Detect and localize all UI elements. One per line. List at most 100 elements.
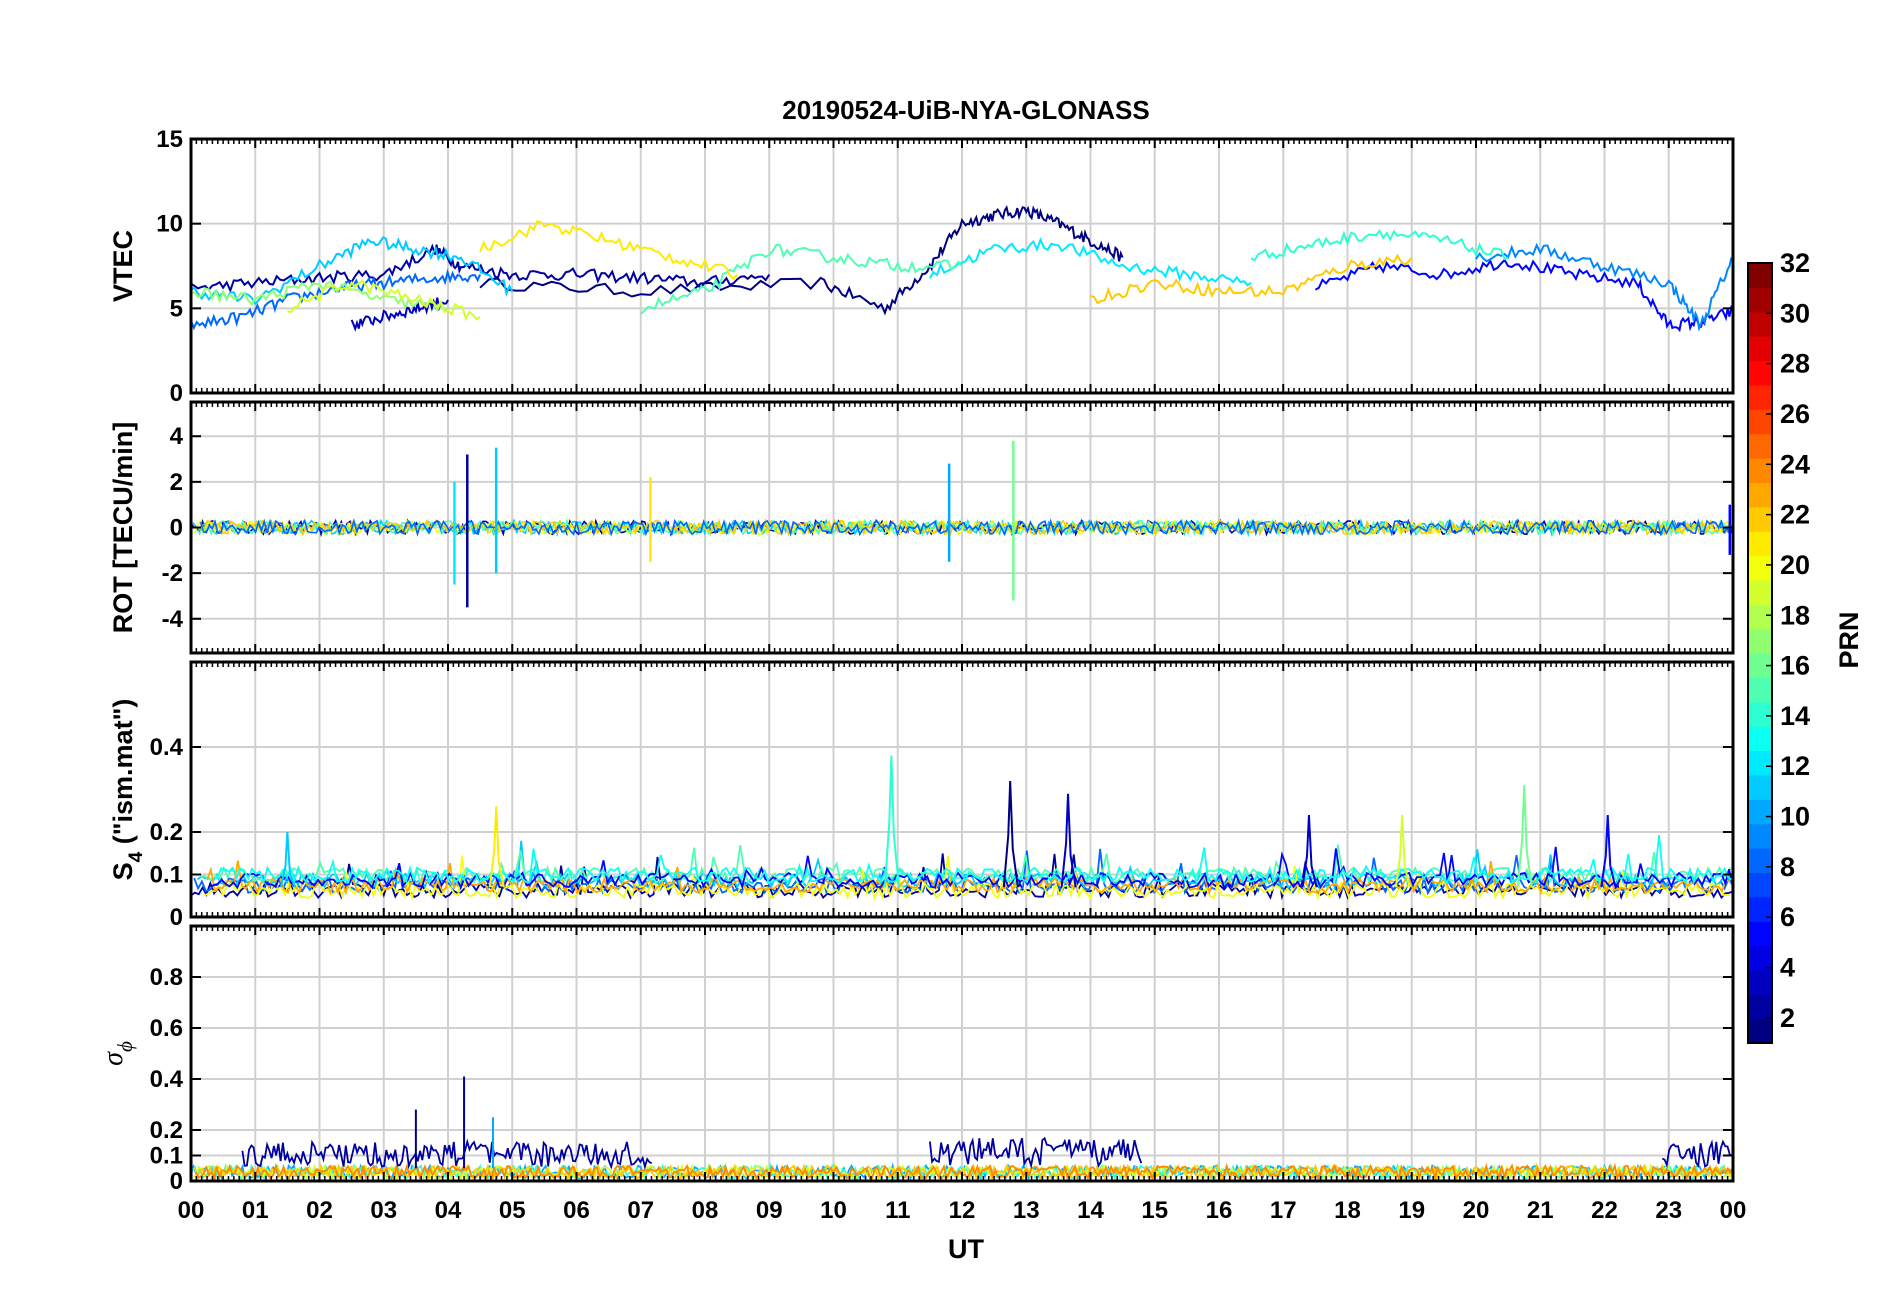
rot-ylabel: ROT [TECU/min] — [108, 422, 138, 633]
vtec-series-line — [479, 219, 738, 281]
x-tick-label: 20 — [1463, 1197, 1490, 1224]
colorbar-swatch — [1748, 677, 1772, 703]
colorbar-swatch — [1748, 1018, 1772, 1044]
x-axis-label: UT — [948, 1234, 984, 1264]
vtec-series-line — [479, 204, 1124, 316]
vtec-series-line — [1475, 242, 1734, 332]
y-tick-label: 0 — [170, 1168, 183, 1195]
colorbar-swatch — [1748, 531, 1772, 557]
panel-sigma-phi: 00.10.2 0.4 0.6 0.8 σϕ — [98, 924, 1735, 1195]
x-tick-label: 15 — [1141, 1197, 1168, 1224]
colorbar-tick-label: 32 — [1780, 248, 1810, 278]
y-tick-label: 0.1 — [150, 1143, 183, 1170]
x-tick-label: 00 — [178, 1197, 205, 1224]
y-tick-label: 0.1 — [150, 862, 183, 889]
vtec-series-line — [1090, 253, 1413, 305]
s4-series-line — [206, 860, 1731, 896]
x-tick-label: 06 — [563, 1197, 590, 1224]
sigma-series-line — [193, 1162, 1734, 1182]
x-tick-label: 16 — [1206, 1197, 1233, 1224]
colorbar-swatch — [1748, 945, 1772, 971]
colorbar-frame — [1747, 262, 1773, 1044]
x-tick-label: 04 — [435, 1197, 462, 1224]
colorbar-tick-label: 20 — [1780, 550, 1810, 580]
panel-s4: 0 0.1 0.2 0.4 S4 ("ism.mat") — [108, 660, 1735, 931]
s4-peak — [1516, 785, 1533, 888]
colorbar-tick-label: 24 — [1780, 449, 1810, 479]
y-tick-label: 0 — [170, 515, 183, 542]
colorbar-tick-label: 18 — [1780, 600, 1810, 630]
colorbar-swatch — [1748, 994, 1772, 1020]
colorbar-swatch — [1748, 969, 1772, 995]
colorbar-tick-label: 10 — [1780, 802, 1810, 832]
s4-series-line — [213, 835, 1733, 886]
colorbar-swatch — [1748, 263, 1772, 288]
vtec-series-line — [350, 297, 449, 332]
vtec-ylabel: VTEC — [108, 230, 138, 302]
panel-vtec: 0 5 10 15 VTEC — [108, 126, 1735, 407]
colorbar-label: PRN — [1834, 611, 1864, 668]
s4-peak — [1600, 814, 1617, 888]
x-tick-label: 08 — [692, 1197, 719, 1224]
x-tick-label: 05 — [499, 1197, 526, 1224]
y-tick-label: 0.4 — [150, 1066, 184, 1093]
colorbar-swatch — [1748, 579, 1772, 605]
sigma-ylabel: σϕ — [98, 1041, 137, 1066]
vtec-series-line — [190, 235, 514, 306]
x-tick-label: 12 — [949, 1197, 976, 1224]
x-tick-label: 00 — [1720, 1197, 1747, 1224]
colorbar-swatch — [1748, 896, 1772, 922]
sigma-series-line — [241, 1138, 653, 1171]
colorbar-swatch — [1748, 628, 1772, 654]
x-tick-label: 07 — [627, 1197, 654, 1224]
y-tick-label: 4 — [170, 423, 184, 450]
x-tick-label: 01 — [242, 1197, 269, 1224]
colorbar-swatch — [1748, 555, 1772, 581]
colorbar-swatch — [1748, 774, 1772, 800]
y-tick-label: 2 — [170, 469, 183, 496]
sigma-series-line — [194, 1162, 1732, 1182]
colorbar-tick-label: 2 — [1780, 1003, 1795, 1033]
sigma-series-line — [929, 1136, 1143, 1170]
x-tick-label: 03 — [370, 1197, 397, 1224]
colorbar-swatch — [1748, 384, 1772, 410]
x-tick-label: 09 — [756, 1197, 783, 1224]
y-tick-label: -4 — [162, 606, 184, 633]
x-tick-label: 02 — [306, 1197, 333, 1224]
colorbar-swatch — [1748, 823, 1772, 849]
colorbar-tick-label: 8 — [1780, 852, 1795, 882]
colorbar-tick-label: 28 — [1780, 349, 1810, 379]
s4-ylabel: S4 ("ism.mat") — [108, 699, 147, 881]
colorbar-swatch — [1748, 458, 1772, 483]
colorbar-swatch — [1748, 360, 1772, 386]
colorbar-swatch — [1748, 433, 1772, 459]
y-tick-label: 0 — [170, 904, 183, 931]
colorbar-swatch — [1748, 604, 1772, 630]
y-tick-label: 5 — [170, 295, 183, 322]
vtec-series-line — [1314, 258, 1734, 333]
colorbar-swatch — [1748, 482, 1772, 508]
s4-peak — [1301, 814, 1318, 888]
vtec-series-line — [640, 243, 963, 315]
y-tick-label: 0.8 — [150, 964, 183, 991]
colorbar-swatch — [1748, 726, 1772, 752]
colorbar-swatch — [1748, 409, 1772, 435]
y-tick-label: 10 — [156, 211, 183, 238]
colorbar-tick-label: 30 — [1780, 298, 1810, 328]
x-tick-label: 13 — [1013, 1197, 1040, 1224]
x-tick-label: 14 — [1077, 1197, 1104, 1224]
y-tick-label: 0 — [170, 380, 183, 407]
y-tick-label: 0.4 — [150, 734, 184, 761]
vtec-series-line — [190, 280, 449, 313]
colorbar-swatch — [1748, 872, 1772, 898]
x-tick-label: 21 — [1527, 1197, 1554, 1224]
colorbar-swatch — [1748, 336, 1772, 362]
vtec-series-line — [190, 268, 482, 331]
colorbar-tick-label: 4 — [1780, 953, 1795, 983]
colorbar-swatch — [1748, 921, 1772, 947]
y-tick-label: 0.2 — [150, 819, 183, 846]
x-tick-label: 23 — [1655, 1197, 1682, 1224]
y-tick-label: -2 — [162, 560, 183, 587]
